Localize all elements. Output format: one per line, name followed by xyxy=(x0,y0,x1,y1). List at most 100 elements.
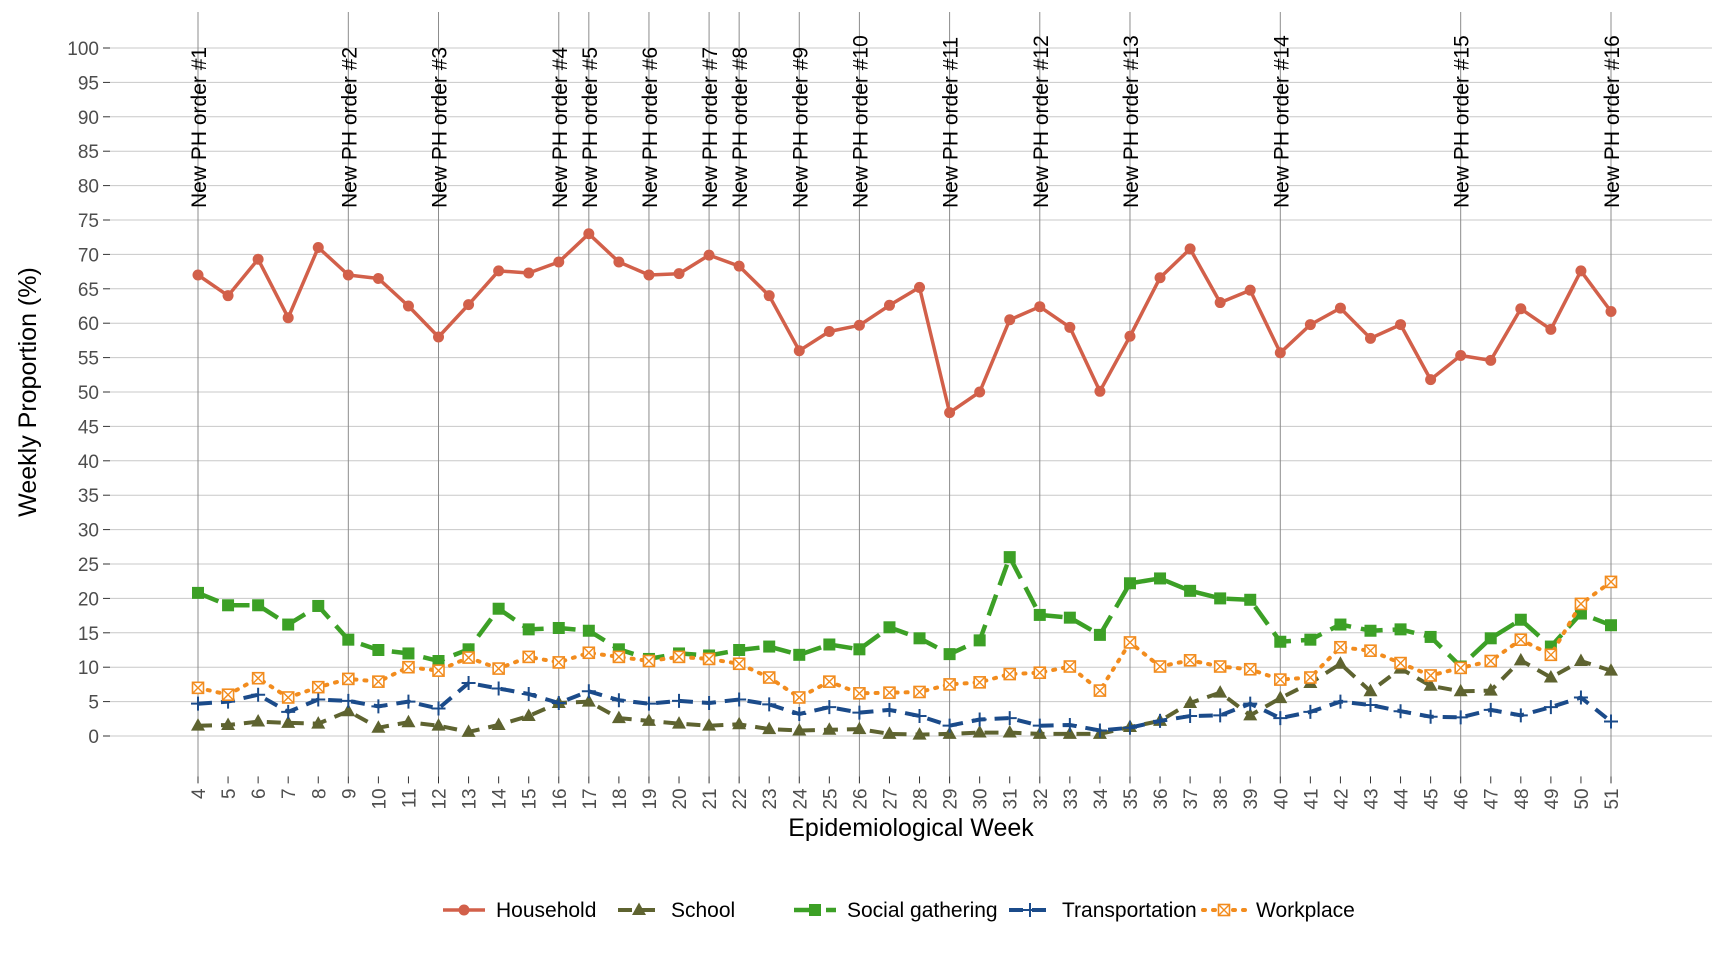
data-point xyxy=(672,650,686,664)
data-point xyxy=(432,664,445,677)
data-point xyxy=(282,618,295,631)
data-point xyxy=(1093,628,1106,641)
data-point xyxy=(401,714,416,728)
data-point xyxy=(1483,683,1498,696)
data-point xyxy=(702,652,716,666)
data-point xyxy=(1183,654,1197,667)
data-point xyxy=(372,675,385,688)
data-point xyxy=(1214,592,1227,605)
series-line xyxy=(197,658,1612,737)
data-point xyxy=(1334,640,1347,654)
legend-item: Workplace xyxy=(1201,899,1355,922)
data-point xyxy=(763,640,776,653)
data-point xyxy=(1424,669,1437,682)
data-point xyxy=(792,706,807,721)
data-point xyxy=(372,644,385,656)
annotation-label: New PH order #12 xyxy=(1030,35,1053,208)
legend-swatch-marker xyxy=(1217,903,1231,917)
data-point xyxy=(1243,662,1257,676)
data-point xyxy=(672,716,687,729)
legend-swatch-marker xyxy=(632,902,646,915)
x-tick-label: 20 xyxy=(670,788,691,809)
data-point xyxy=(852,705,867,720)
y-tick-label: 40 xyxy=(78,452,99,473)
annotation-label: New PH order #4 xyxy=(549,47,572,208)
data-point xyxy=(1034,301,1046,313)
x-tick-label: 48 xyxy=(1512,788,1533,809)
data-point xyxy=(521,687,536,702)
x-tick-label: 41 xyxy=(1301,788,1322,809)
data-point xyxy=(913,632,926,645)
annotation-label: New PH order #11 xyxy=(940,37,963,208)
data-point xyxy=(822,700,837,715)
data-point xyxy=(311,692,326,707)
data-point xyxy=(1032,718,1047,733)
x-tick-label: 35 xyxy=(1121,788,1142,809)
data-point xyxy=(943,678,956,691)
data-point xyxy=(1183,695,1198,708)
data-point xyxy=(1062,726,1077,739)
annotation-label: New PH order #9 xyxy=(789,47,812,208)
data-point xyxy=(1213,685,1228,698)
data-point xyxy=(1003,667,1017,681)
annotation-label: New PH order #1 xyxy=(188,47,211,208)
x-tick-label: 38 xyxy=(1211,788,1232,809)
y-tick-label: 80 xyxy=(78,177,99,198)
data-point xyxy=(1093,684,1107,697)
data-point xyxy=(642,654,656,668)
x-tick-label: 24 xyxy=(790,788,811,810)
data-point xyxy=(792,691,806,704)
data-point xyxy=(251,671,265,685)
data-point xyxy=(1363,698,1378,713)
x-tick-label: 5 xyxy=(219,788,240,799)
x-tick-label: 46 xyxy=(1452,788,1473,809)
data-point xyxy=(1304,319,1316,331)
data-point xyxy=(1184,584,1197,597)
data-point xyxy=(1123,577,1136,590)
data-point xyxy=(402,300,414,312)
data-point xyxy=(281,691,295,704)
data-point xyxy=(762,671,776,684)
series-line xyxy=(196,579,1613,700)
x-tick-label: 29 xyxy=(941,788,962,809)
data-point xyxy=(1214,297,1226,309)
data-point xyxy=(581,694,596,707)
data-point xyxy=(1062,717,1077,732)
data-point xyxy=(552,621,565,634)
data-point xyxy=(1394,623,1407,636)
data-point xyxy=(702,695,717,710)
data-point xyxy=(341,703,356,717)
data-point xyxy=(1394,656,1407,670)
data-point xyxy=(942,726,957,739)
data-point xyxy=(1002,711,1017,726)
y-tick-label: 15 xyxy=(78,624,99,645)
data-point xyxy=(1183,709,1198,724)
y-tick-label: 50 xyxy=(78,383,99,404)
annotation-label: New PH order #8 xyxy=(729,47,752,208)
data-point xyxy=(973,634,986,647)
data-point xyxy=(942,718,957,733)
data-point xyxy=(1244,593,1257,606)
data-point xyxy=(702,718,717,731)
data-point xyxy=(521,708,536,722)
data-point xyxy=(1303,704,1318,719)
data-point xyxy=(1513,708,1528,723)
data-point xyxy=(1153,713,1168,728)
data-point xyxy=(552,656,566,669)
x-tick-label: 37 xyxy=(1181,788,1202,809)
data-point xyxy=(611,710,626,724)
data-point xyxy=(581,684,596,699)
data-point xyxy=(1363,683,1378,697)
data-point xyxy=(913,685,926,699)
x-tick-label: 16 xyxy=(550,788,571,809)
data-point xyxy=(1364,624,1377,637)
data-point xyxy=(1092,723,1107,738)
data-point xyxy=(1575,265,1587,277)
x-tick-label: 27 xyxy=(880,788,901,809)
data-point xyxy=(1004,314,1016,326)
data-point xyxy=(522,623,535,636)
data-point xyxy=(1604,714,1618,729)
legend: Household School Social gathering Transport… xyxy=(443,899,1355,922)
legend-label: Workplace xyxy=(1256,899,1355,922)
data-point xyxy=(1243,707,1258,721)
